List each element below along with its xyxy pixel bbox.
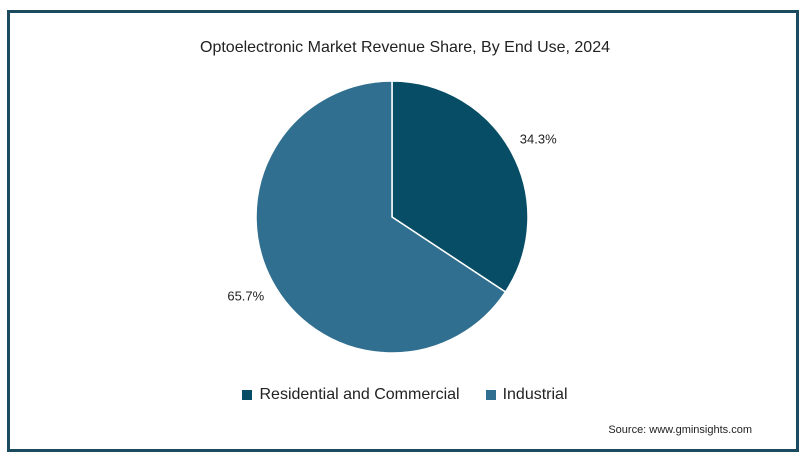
- slice-label-industrial: 65.7%: [227, 289, 264, 304]
- legend-label-residential-commercial: Residential and Commercial: [259, 386, 460, 403]
- slice-label-residential-and-commercial: 34.3%: [520, 131, 557, 146]
- source-note: Source: www.gminsights.com: [608, 424, 752, 436]
- legend-swatch-residential-commercial: [242, 390, 253, 400]
- legend-item-residential-commercial: Residential and Commercial: [242, 386, 460, 404]
- legend-item-industrial: Industrial: [485, 386, 568, 404]
- legend-label-industrial: Industrial: [502, 386, 568, 403]
- pie-slices: [255, 80, 529, 354]
- pie-slice-industrial: [255, 80, 507, 354]
- chart-title: Optoelectronic Market Revenue Share, By …: [200, 39, 610, 56]
- pie-slice-labels: 34.3% 65.7%: [227, 131, 557, 303]
- legend-swatch-industrial: [485, 390, 496, 400]
- legend: Residential and Commercial Industrial: [0, 386, 810, 404]
